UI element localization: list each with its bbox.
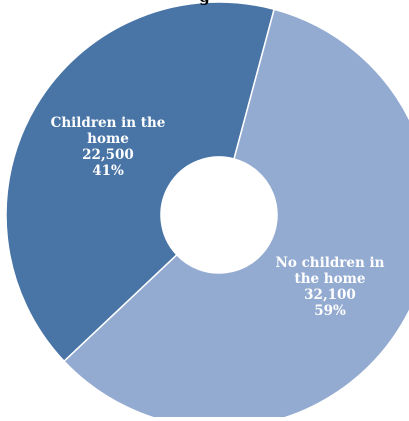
slice-label-0-line-1: home xyxy=(87,131,129,147)
slice-label-0-line-0: Children in the xyxy=(51,115,166,131)
slice-label-1: No children in the home 32,100 59% xyxy=(276,255,385,319)
slice-label-1-line-0: No children in xyxy=(276,255,385,271)
slice-label-1-line-3: 59% xyxy=(314,303,346,319)
slice-label-1-line-2: 32,100 xyxy=(304,287,356,303)
donut-hole xyxy=(161,157,277,273)
slice-label-0: Children in the home 22,500 41% xyxy=(51,115,166,179)
slice-label-0-line-3: 41% xyxy=(92,163,124,179)
chart-title: g xyxy=(0,0,409,6)
slice-label-1-line-1: the home xyxy=(294,271,365,287)
slice-label-0-line-2: 22,500 xyxy=(82,147,134,163)
labels-layer: Children in the home 22,500 41% No children … xyxy=(51,115,385,319)
slices-layer xyxy=(5,1,409,421)
